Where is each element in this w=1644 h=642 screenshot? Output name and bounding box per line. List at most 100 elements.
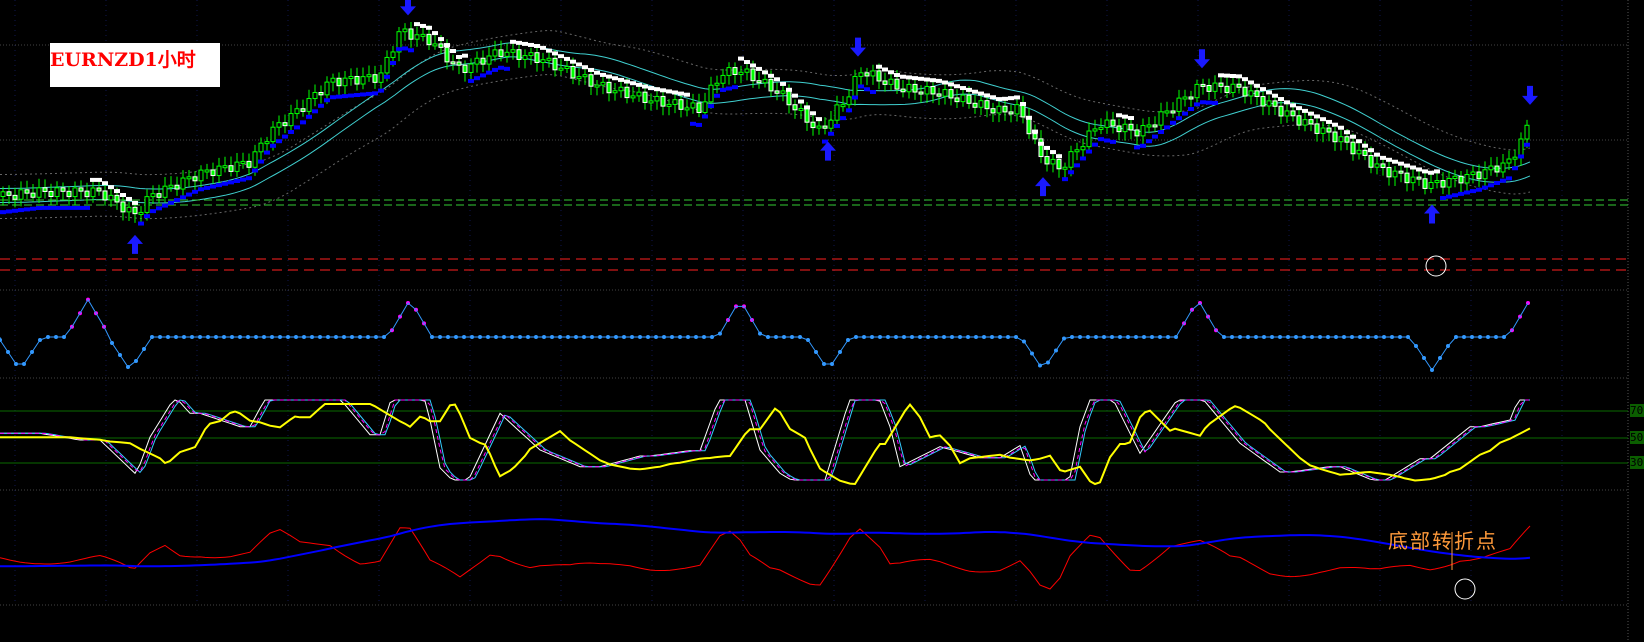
sar-dot	[120, 193, 126, 198]
sar-dot	[816, 117, 822, 122]
sar-dot	[240, 177, 246, 182]
candle	[396, 31, 402, 53]
candle	[1164, 110, 1170, 114]
sar-dot	[1032, 129, 1038, 134]
sar-dot	[1170, 120, 1176, 125]
candle	[1014, 104, 1020, 115]
sar-dot	[468, 78, 474, 83]
candle	[270, 126, 276, 143]
sar-dot	[936, 78, 942, 83]
candle	[1062, 166, 1068, 170]
candle	[732, 67, 738, 75]
candle	[1218, 82, 1224, 87]
candle	[738, 71, 744, 75]
sar-dot	[84, 205, 90, 210]
sar-dot	[888, 70, 894, 75]
sar-dot	[282, 134, 288, 139]
stoch-level-30: 30	[1630, 456, 1644, 469]
sar-dot	[1332, 122, 1338, 127]
candle	[672, 99, 678, 105]
candle	[162, 185, 168, 198]
candle	[12, 194, 18, 200]
candle	[126, 206, 132, 213]
candle	[798, 107, 804, 111]
buy-arrow-icon	[820, 141, 836, 161]
sar-dot	[1254, 83, 1260, 88]
sar-dot	[984, 93, 990, 98]
sar-dot	[1122, 114, 1128, 119]
candle	[1128, 123, 1134, 131]
candle	[210, 169, 216, 177]
candle	[102, 190, 108, 201]
sar-dot	[780, 81, 786, 86]
sar-dot	[1056, 154, 1062, 159]
candle	[720, 74, 726, 84]
sar-dot	[582, 65, 588, 70]
candle	[1494, 165, 1500, 173]
sar-dot	[174, 198, 180, 203]
sar-dot	[1296, 106, 1302, 111]
candle	[936, 93, 942, 97]
candle	[642, 91, 648, 103]
candle	[588, 74, 594, 87]
candle	[978, 100, 984, 108]
sar-dot	[1284, 100, 1290, 105]
sar-dot	[1200, 100, 1206, 105]
candle	[984, 100, 990, 110]
sar-dot	[408, 48, 414, 53]
sell-arrow-icon	[1522, 85, 1538, 105]
sar-dot	[786, 87, 792, 92]
stoch-slow	[0, 402, 1531, 486]
candle	[1446, 178, 1452, 188]
fast-line	[0, 525, 1531, 590]
sar-dot	[1374, 152, 1380, 157]
sar-dot	[30, 206, 36, 211]
candle	[1386, 166, 1392, 178]
sar-dot	[840, 116, 846, 121]
sar-dot	[258, 159, 264, 164]
sar-dot	[732, 85, 738, 90]
candle	[390, 51, 396, 58]
candle	[306, 98, 312, 112]
candle	[708, 84, 714, 103]
sar-dot	[930, 78, 936, 83]
candle	[1254, 90, 1260, 98]
candle	[402, 28, 408, 33]
sar-dot	[132, 200, 138, 205]
candle	[1182, 96, 1188, 100]
candle	[786, 90, 792, 106]
candle	[1152, 124, 1158, 128]
candle	[372, 74, 378, 83]
sar-dot	[306, 114, 312, 119]
candle	[1242, 86, 1248, 97]
candle	[1248, 90, 1254, 97]
sar-dot	[690, 121, 696, 126]
sar-dot	[1152, 134, 1158, 139]
candle	[630, 95, 636, 99]
candle	[0, 191, 6, 197]
candle	[678, 99, 684, 110]
sar-dot	[1182, 111, 1188, 116]
sar-dot	[696, 122, 702, 127]
candle	[300, 108, 306, 112]
candle	[474, 57, 480, 65]
sar-dot	[354, 93, 360, 98]
candle	[1086, 130, 1092, 148]
candle	[924, 86, 930, 95]
candle	[1032, 133, 1038, 140]
candle	[876, 70, 882, 82]
candle	[1338, 136, 1344, 143]
candle	[426, 33, 432, 46]
sar-dot	[180, 195, 186, 200]
candle	[84, 190, 90, 198]
candle	[354, 75, 360, 85]
candle	[816, 125, 822, 129]
highlight-circle	[1454, 578, 1476, 600]
candle	[186, 176, 192, 180]
candle	[900, 88, 906, 93]
candle	[246, 160, 252, 168]
candle	[930, 86, 936, 95]
candle	[996, 105, 1002, 114]
candle	[24, 189, 30, 194]
